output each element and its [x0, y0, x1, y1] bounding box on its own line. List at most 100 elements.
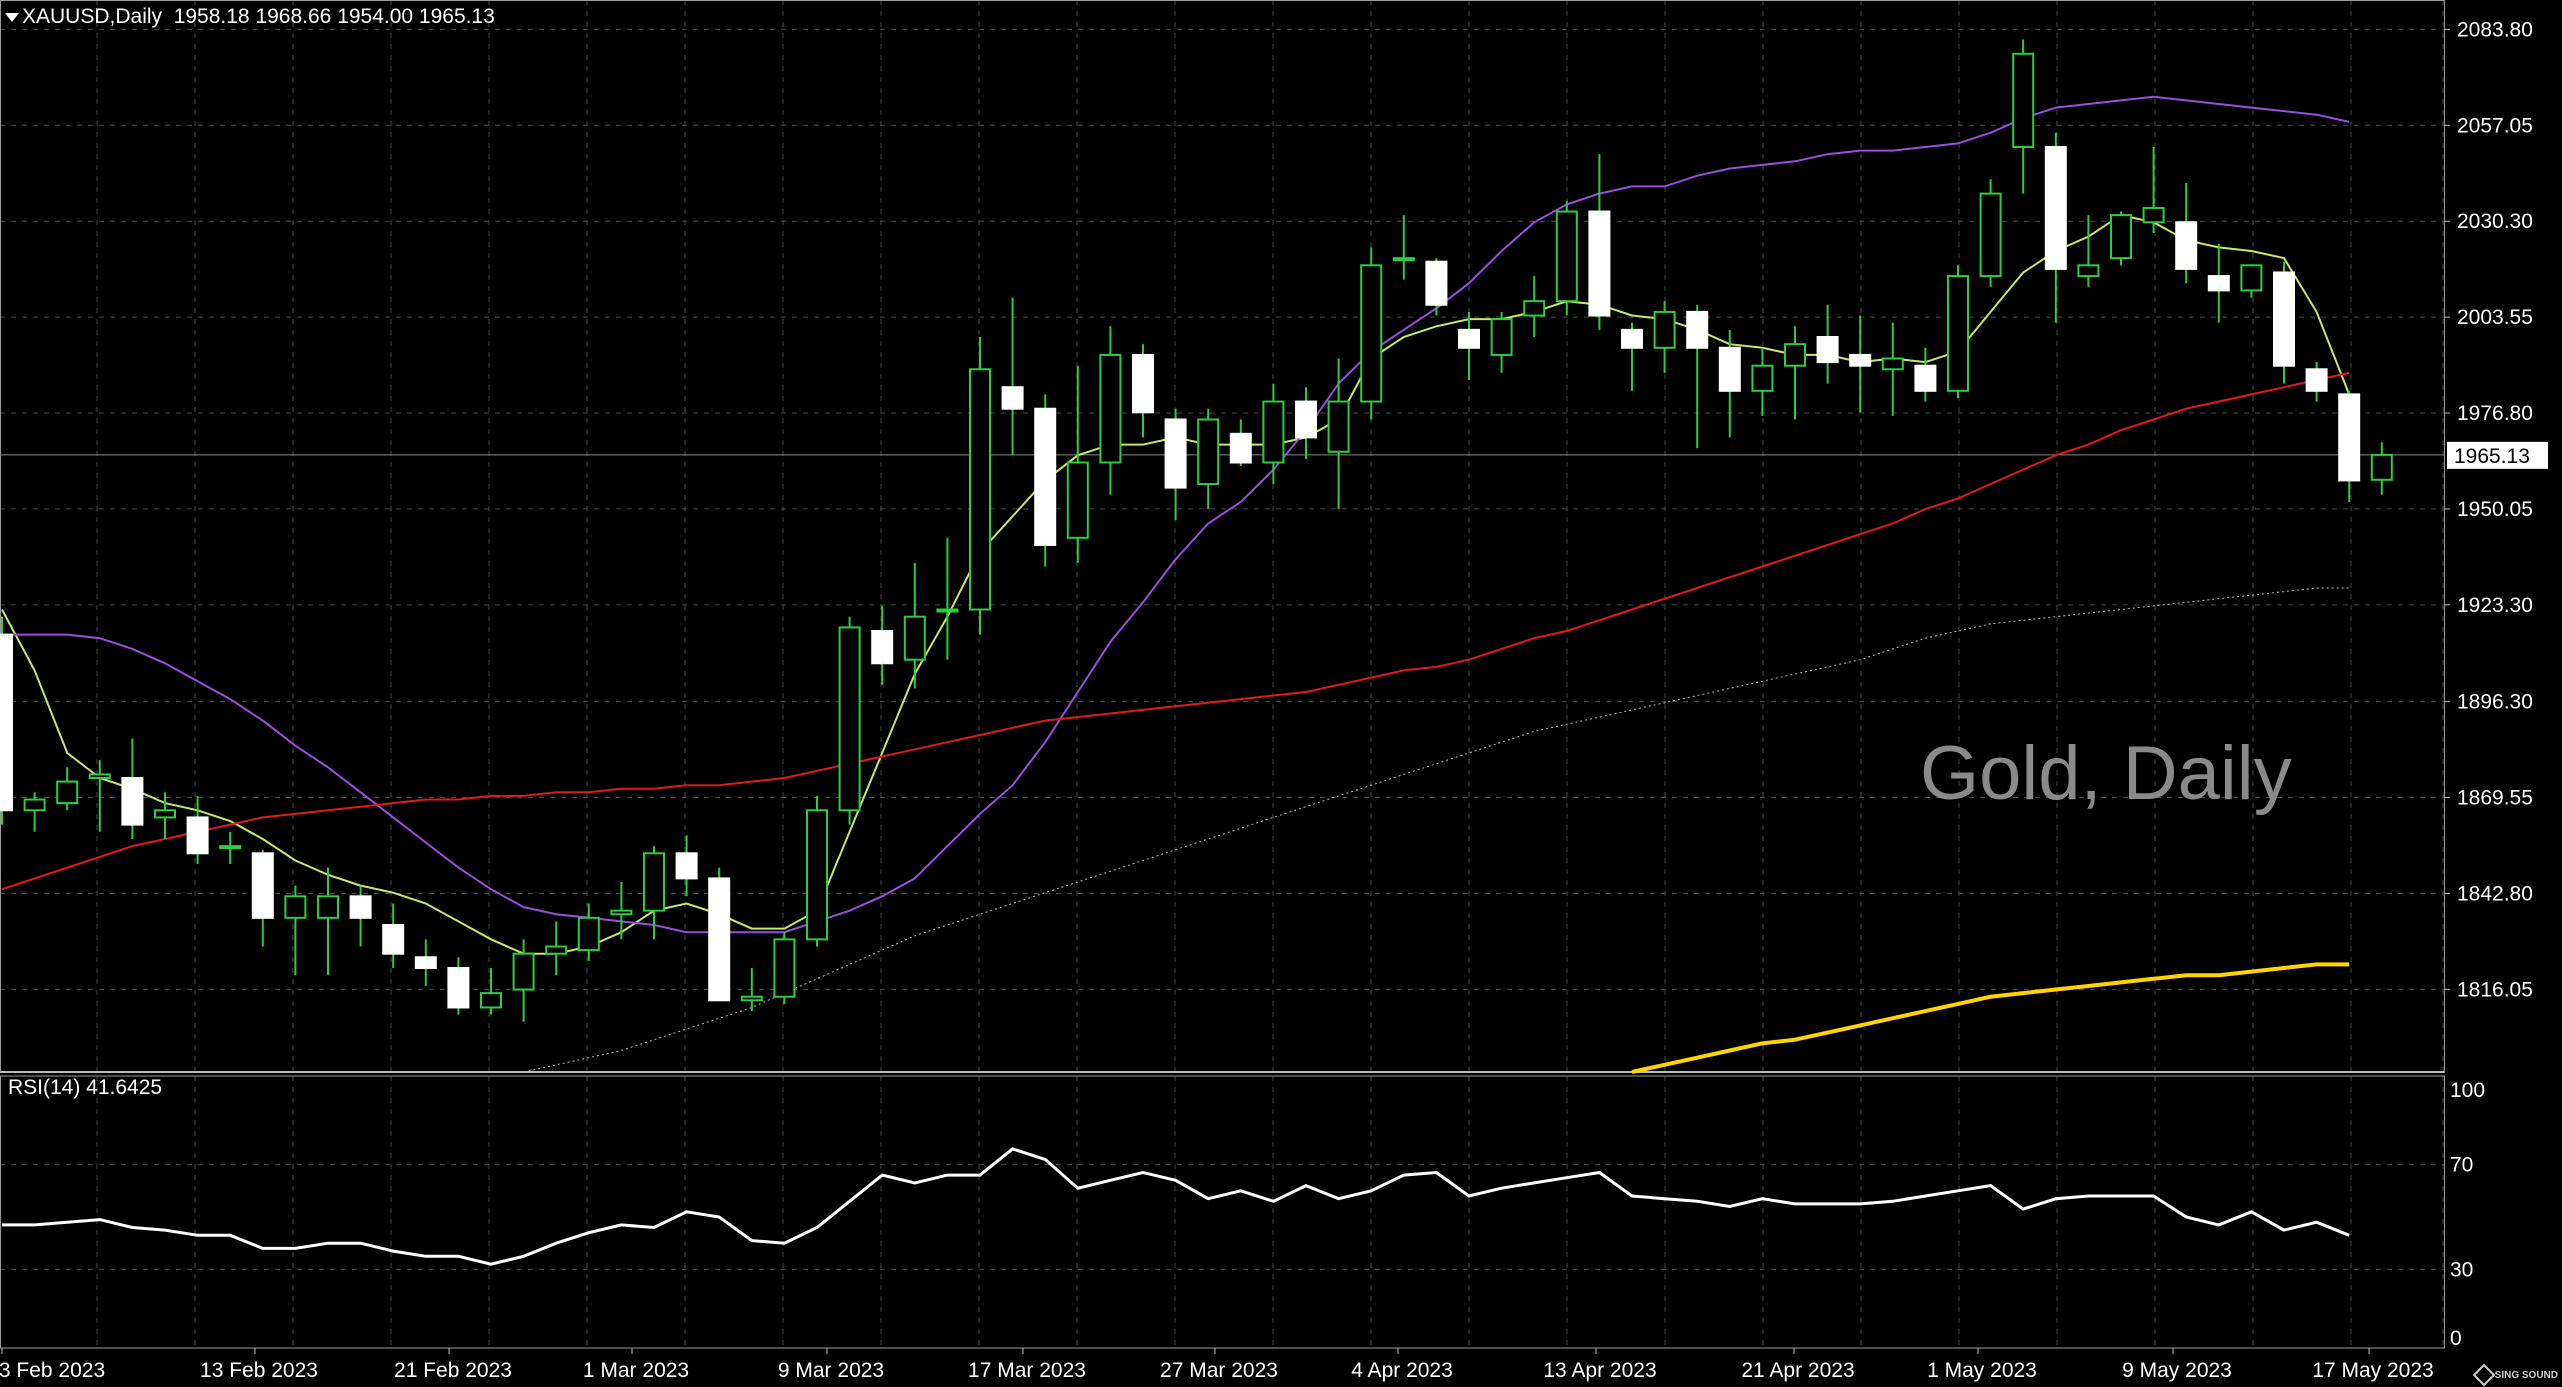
price-tick-label: 2083.80 — [2457, 18, 2533, 41]
candle — [1425, 258, 1448, 316]
candle-body — [121, 777, 144, 826]
candle-body — [2305, 368, 2328, 392]
logo-text: SING SOUND — [2494, 1369, 2558, 1381]
candle-body — [447, 967, 470, 1009]
candle-body — [1849, 353, 1872, 367]
candle-body — [1718, 346, 1741, 392]
candle-body — [56, 780, 79, 805]
candle — [1164, 408, 1187, 520]
candle — [2175, 182, 2198, 284]
candle — [838, 616, 861, 825]
time-tick-label: 17 Mar 2023 — [968, 1359, 1086, 1382]
candle — [1262, 383, 1285, 485]
candle-body — [871, 630, 894, 665]
candles — [0, 39, 2393, 1022]
time-tick-label: 1 Mar 2023 — [583, 1359, 689, 1382]
time-tick-label: 27 Mar 2023 — [1160, 1359, 1278, 1382]
rsi-panel-border — [0, 1075, 2445, 1349]
candle — [317, 867, 339, 976]
candle-body — [2175, 221, 2198, 270]
candle-body — [512, 952, 535, 991]
candle-body — [284, 895, 307, 919]
candle-body — [936, 608, 959, 613]
candle-body — [2370, 453, 2393, 481]
candle-body — [0, 633, 13, 812]
candle-body — [349, 895, 372, 919]
rsi-axis: 100 70 30 0 — [2450, 1079, 2485, 1350]
candle-body — [1523, 300, 1546, 317]
candle-body — [2338, 393, 2361, 482]
candle-body — [773, 938, 796, 998]
candle — [1914, 347, 1937, 402]
candle-body — [1784, 343, 1806, 367]
candle — [1001, 297, 1024, 456]
candle — [88, 760, 111, 832]
candle — [447, 957, 470, 1015]
time-axis: 3 Feb 2023 13 Feb 2023 21 Feb 2023 1 Mar 20… — [0, 1348, 2434, 1382]
candle — [1295, 387, 1317, 459]
dropdown-arrow-icon[interactable] — [5, 13, 19, 22]
candle — [1327, 358, 1350, 510]
candle — [1588, 154, 1611, 330]
candle — [1392, 215, 1415, 280]
candle-body — [675, 852, 698, 880]
candle-body — [154, 809, 176, 819]
candle-body — [317, 895, 339, 919]
price-tick-label: 1869.55 — [2457, 787, 2533, 810]
chart-watermark: Gold, Daily — [1920, 731, 2292, 816]
time-tick-label: 1 May 2023 — [1927, 1359, 2037, 1382]
price-tick-label: 2003.55 — [2457, 306, 2533, 329]
price-tick-label: 1896.30 — [2457, 691, 2533, 714]
time-tick-label: 17 May 2023 — [2312, 1359, 2433, 1382]
candle — [1132, 344, 1154, 438]
candle — [251, 849, 274, 947]
candle — [643, 846, 665, 940]
candle — [219, 831, 242, 865]
candle-body — [1653, 310, 1676, 349]
candle — [1555, 200, 1578, 316]
candle — [1099, 326, 1122, 495]
candle-body — [969, 368, 991, 611]
candle-body — [545, 945, 568, 955]
time-tick-label: 21 Feb 2023 — [394, 1359, 512, 1382]
candle — [2273, 261, 2295, 384]
candle-body — [2110, 214, 2132, 260]
candle — [903, 562, 926, 689]
symbol-header: XAUUSD,Daily 1958.18 1968.66 1954.00 196… — [22, 5, 495, 29]
candle — [740, 968, 763, 1012]
current-price-label: 1965.13 — [2454, 445, 2530, 468]
candle-body — [1327, 400, 1350, 453]
candle-body — [708, 877, 731, 1002]
candle — [414, 939, 437, 986]
candle-body — [1555, 210, 1578, 303]
candle — [2338, 390, 2361, 502]
price-tick-label: 1976.80 — [2457, 402, 2533, 425]
ohlc-values: 1958.18 1968.66 1954.00 1965.13 — [173, 5, 495, 28]
candle-body — [1099, 353, 1122, 464]
candle — [121, 738, 144, 839]
candle — [1034, 394, 1057, 567]
candle — [1490, 311, 1513, 373]
candle-body — [2044, 145, 2067, 270]
candle — [1523, 276, 1546, 338]
candle-body — [1360, 264, 1383, 403]
candle — [1979, 179, 2002, 287]
candle — [969, 337, 991, 635]
candle — [1718, 329, 1741, 438]
candle-body — [1914, 364, 1937, 392]
rsi-line — [2, 1147, 2350, 1266]
candle — [1197, 408, 1220, 510]
candle-body — [1262, 400, 1285, 464]
candle — [1751, 347, 1774, 416]
rsi-tick-label: 30 — [2450, 1258, 2473, 1281]
candle — [2305, 362, 2328, 402]
price-tick-label: 1842.80 — [2457, 882, 2533, 905]
series-line-trend_dotted — [523, 587, 2350, 1073]
candle-body — [1425, 260, 1448, 306]
candle-body — [1751, 364, 1774, 392]
price-tick-label: 1950.05 — [2457, 498, 2533, 521]
candle — [480, 968, 502, 1015]
candle — [1621, 322, 1643, 391]
candle-body — [1034, 407, 1057, 546]
